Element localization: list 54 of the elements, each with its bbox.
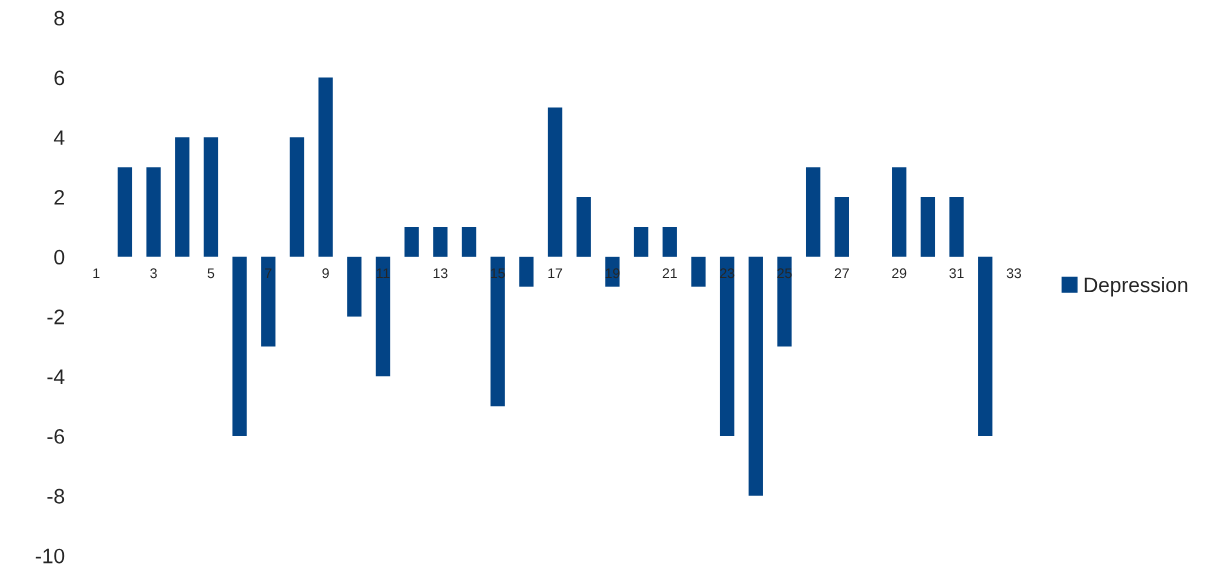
bar bbox=[117, 167, 133, 257]
bar bbox=[691, 256, 706, 287]
bar bbox=[433, 226, 448, 257]
bar bbox=[490, 256, 505, 407]
bar bbox=[920, 197, 936, 257]
bar bbox=[978, 256, 993, 437]
bar bbox=[662, 226, 677, 257]
bar bbox=[261, 256, 276, 347]
bar bbox=[404, 226, 419, 257]
y-tick-label: 2 bbox=[54, 190, 64, 205]
x-tick-label: 15 bbox=[491, 268, 505, 279]
x-tick-label: 7 bbox=[265, 268, 272, 279]
x-tick-label: 17 bbox=[548, 268, 563, 279]
bar bbox=[519, 256, 534, 287]
y-tick-label: -2 bbox=[47, 309, 64, 325]
y-tick-label: -10 bbox=[35, 548, 65, 564]
y-tick-label: -4 bbox=[47, 369, 65, 384]
bar bbox=[375, 256, 391, 377]
x-tick-label: 29 bbox=[892, 268, 907, 279]
bar bbox=[203, 137, 219, 257]
x-tick-label: 33 bbox=[1006, 268, 1022, 279]
x-tick-label: 11 bbox=[376, 268, 390, 279]
bar bbox=[289, 137, 305, 257]
bar bbox=[175, 137, 190, 257]
legend-label: Depression bbox=[1084, 277, 1188, 297]
x-tick-label: 21 bbox=[662, 268, 677, 279]
x-tick-label: 5 bbox=[207, 268, 215, 279]
y-tick-label: 0 bbox=[54, 249, 65, 265]
bar bbox=[777, 256, 792, 347]
bar bbox=[318, 77, 333, 257]
x-tick-label: 9 bbox=[322, 268, 329, 279]
x-tick-label: 1 bbox=[93, 268, 100, 279]
x-tick-label: 27 bbox=[834, 268, 849, 279]
x-tick-label: 3 bbox=[150, 268, 157, 279]
bar bbox=[146, 167, 161, 257]
bar bbox=[576, 197, 591, 257]
x-tick-label: 31 bbox=[949, 268, 964, 279]
y-tick-label: 4 bbox=[53, 130, 65, 145]
x-tick-label: 13 bbox=[433, 268, 448, 279]
y-tick-label: 8 bbox=[54, 10, 65, 26]
bar bbox=[461, 226, 477, 257]
y-tick-label: 6 bbox=[54, 70, 65, 86]
bar bbox=[892, 167, 907, 257]
bar bbox=[949, 197, 964, 257]
y-tick-label: -8 bbox=[47, 488, 65, 504]
bar bbox=[547, 107, 563, 257]
bar bbox=[719, 256, 735, 437]
bar bbox=[232, 256, 247, 437]
bar bbox=[834, 197, 849, 257]
y-tick-label: -6 bbox=[47, 429, 65, 444]
bar bbox=[347, 256, 362, 317]
bar bbox=[805, 167, 821, 257]
bar bbox=[748, 256, 763, 496]
bar bbox=[633, 226, 649, 257]
